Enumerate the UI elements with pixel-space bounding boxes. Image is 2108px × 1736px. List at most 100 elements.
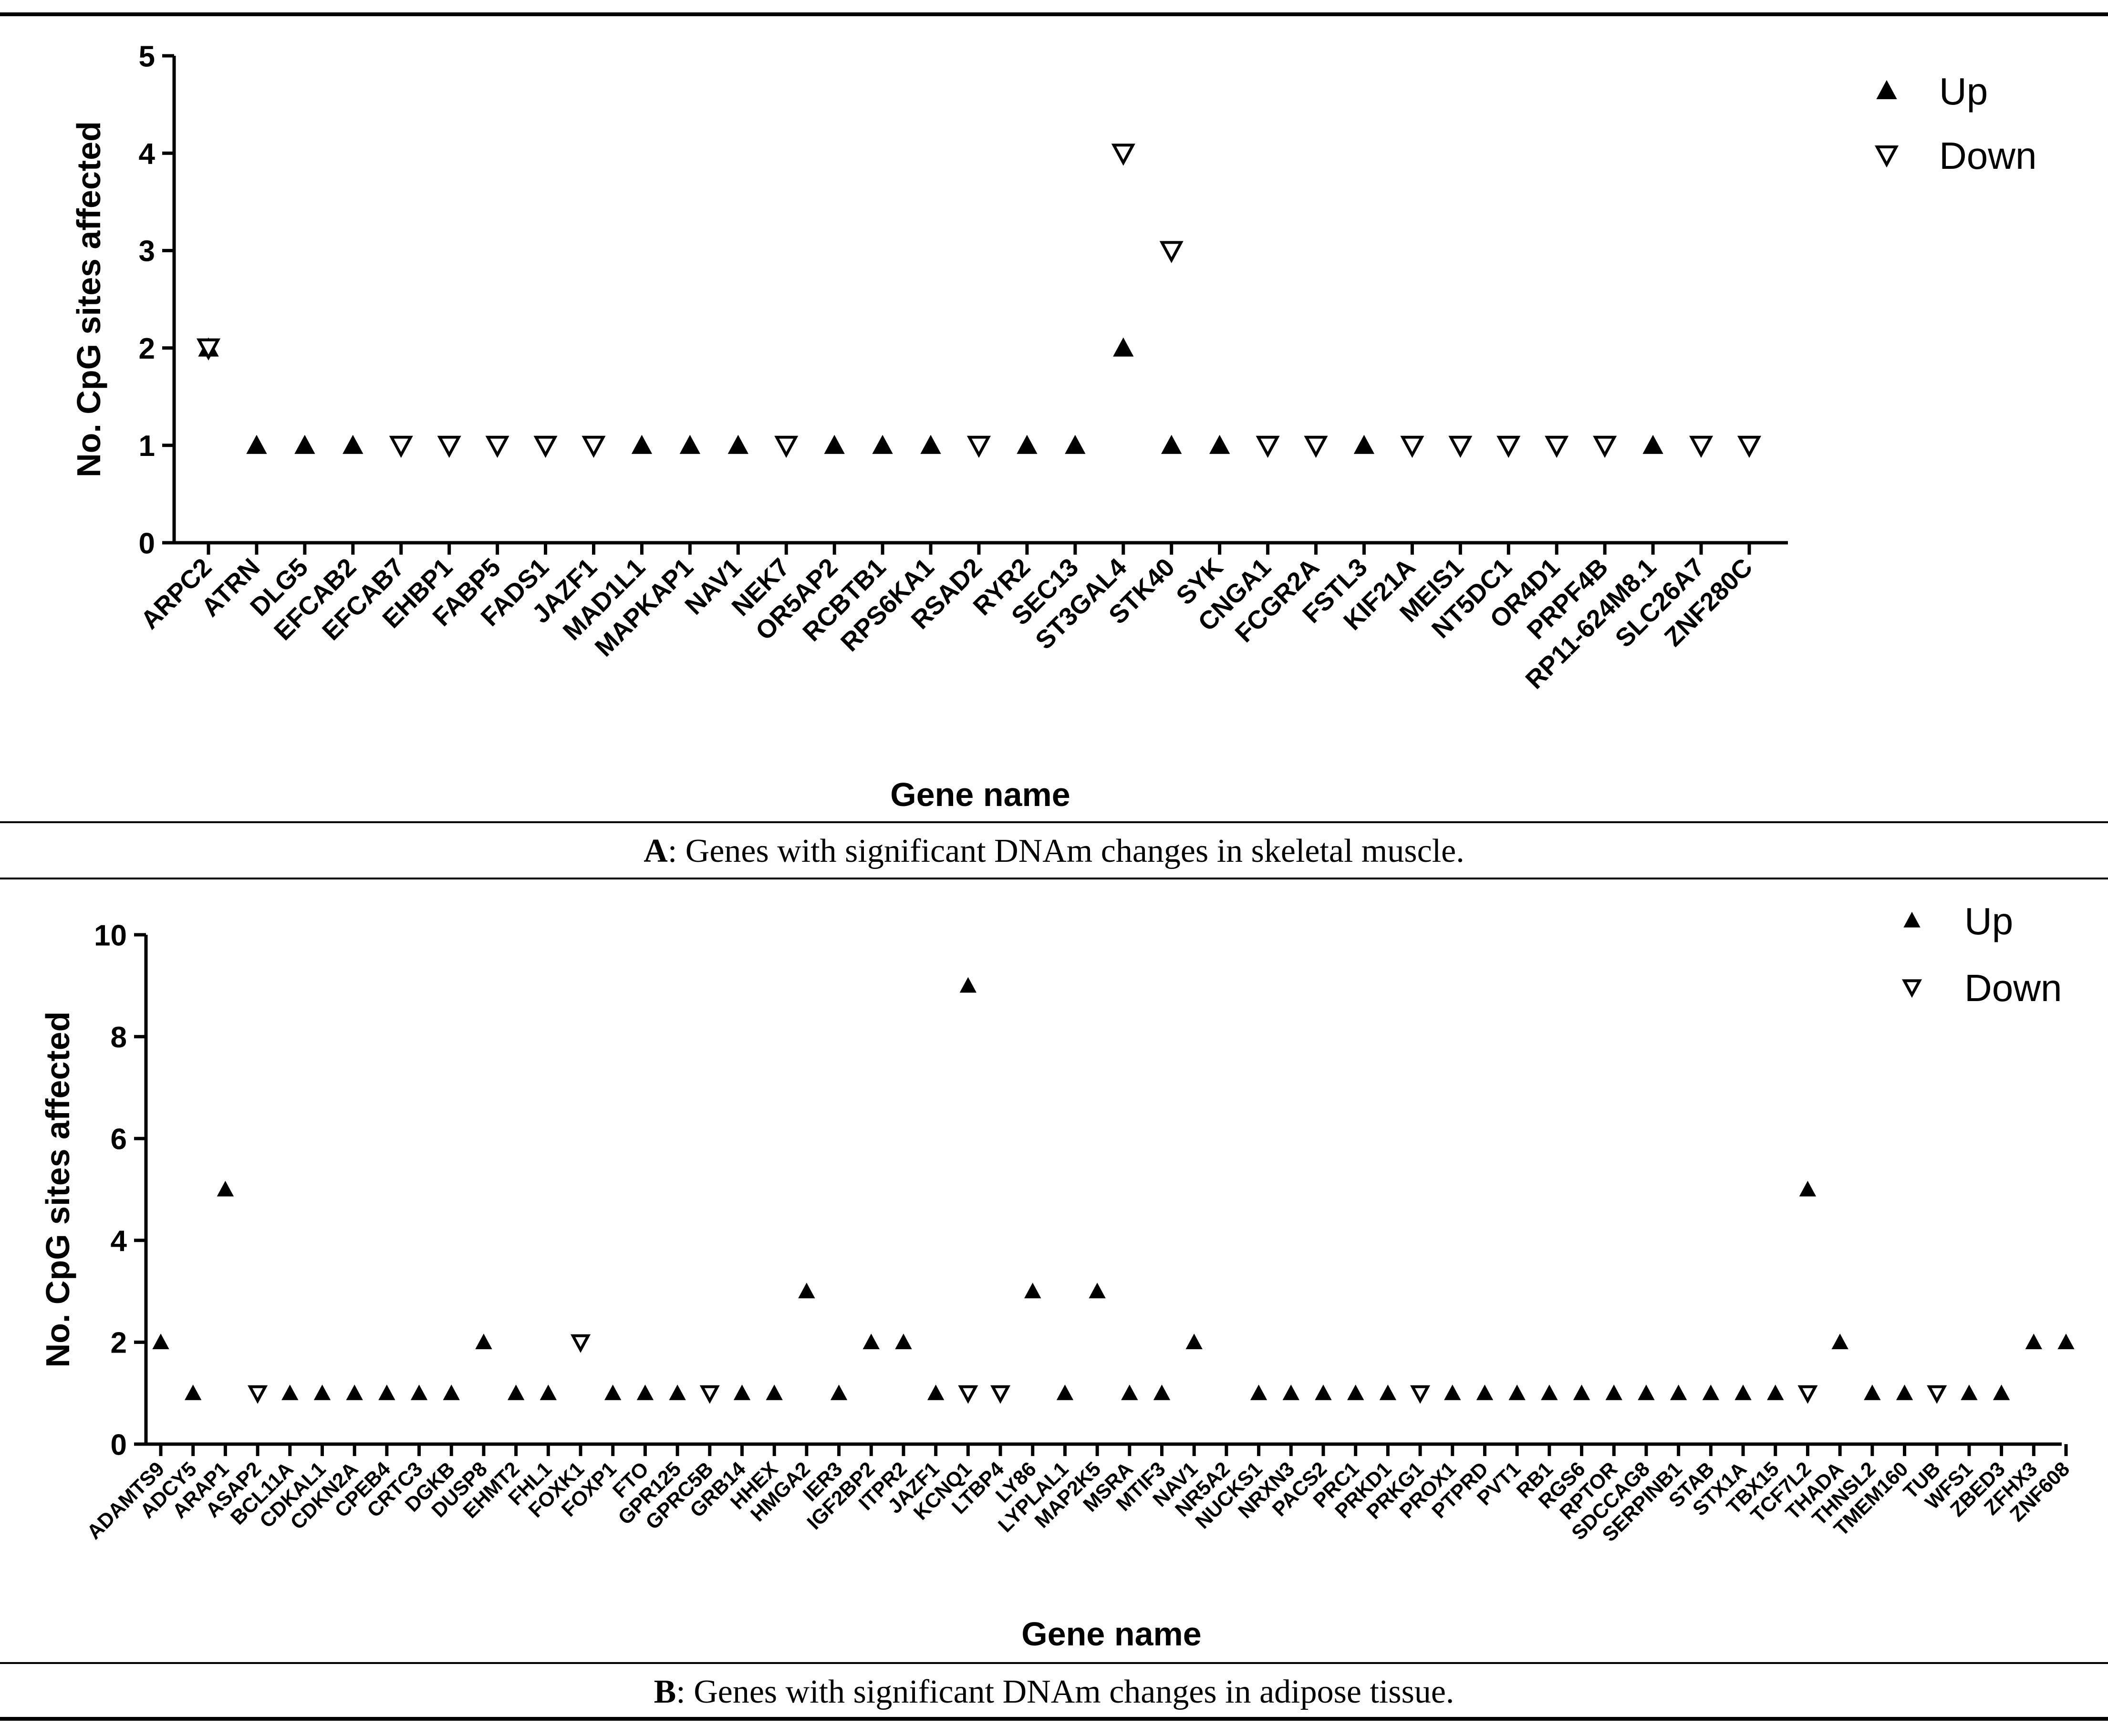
marker-down bbox=[1410, 1385, 1431, 1404]
marker-up bbox=[1153, 1385, 1171, 1400]
marker-up bbox=[1896, 1385, 1913, 1400]
marker-down bbox=[1545, 435, 1569, 458]
marker-up bbox=[378, 1385, 395, 1400]
marker-down bbox=[1927, 1385, 1947, 1404]
marker-up bbox=[1831, 1333, 1848, 1349]
marker-down bbox=[582, 435, 606, 458]
marker-down bbox=[958, 1385, 978, 1404]
y-tick-label: 6 bbox=[111, 1123, 127, 1156]
marker-up bbox=[1379, 1385, 1397, 1400]
marker-up bbox=[830, 1385, 848, 1400]
marker-down bbox=[196, 338, 221, 361]
marker-up bbox=[1065, 434, 1086, 454]
marker-up bbox=[410, 1385, 428, 1400]
marker-up bbox=[1024, 1282, 1041, 1299]
caption-b-text: : Genes with significant DNAm changes in… bbox=[676, 1674, 1454, 1710]
marker-down bbox=[571, 1334, 591, 1353]
marker-up bbox=[1209, 434, 1230, 454]
marker-down bbox=[1159, 241, 1184, 263]
caption-a: A: Genes with significant DNAm changes i… bbox=[0, 832, 2108, 870]
marker-up bbox=[1113, 337, 1134, 357]
marker-up bbox=[246, 434, 267, 454]
marker-down bbox=[1400, 435, 1424, 458]
marker-up bbox=[1508, 1385, 1526, 1400]
marker-up bbox=[927, 1385, 945, 1400]
legend-label: Up bbox=[1939, 70, 1988, 113]
marker-up bbox=[1541, 1385, 1558, 1400]
marker-up bbox=[1642, 434, 1663, 454]
marker-up bbox=[475, 1333, 492, 1349]
marker-up bbox=[1702, 1385, 1720, 1400]
marker-up bbox=[1353, 434, 1375, 454]
marker-down bbox=[1256, 435, 1280, 458]
caption-a-label: A bbox=[644, 833, 668, 869]
y-tick-label: 0 bbox=[111, 1428, 127, 1461]
panel-a-rule-bottom bbox=[0, 878, 2108, 879]
y-tick-label: 0 bbox=[139, 527, 155, 560]
marker-down bbox=[1689, 435, 1713, 458]
marker-up bbox=[1089, 1282, 1106, 1299]
marker-up bbox=[895, 1333, 912, 1349]
marker-up bbox=[872, 434, 893, 454]
x-axis-title: Gene name bbox=[1021, 1615, 1201, 1653]
marker-down bbox=[1448, 435, 1473, 458]
marker-up bbox=[1347, 1385, 1364, 1400]
marker-up bbox=[862, 1333, 880, 1349]
marker-up bbox=[1864, 1385, 1881, 1400]
x-axis-title: Gene name bbox=[890, 776, 1070, 813]
y-tick-label: 2 bbox=[139, 332, 155, 365]
marker-up bbox=[1670, 1385, 1687, 1400]
marker-up bbox=[1799, 1180, 1817, 1197]
y-tick-label: 4 bbox=[139, 138, 156, 171]
marker-up bbox=[679, 434, 701, 454]
y-tick-label: 2 bbox=[111, 1327, 127, 1360]
marker-down bbox=[437, 435, 461, 458]
y-tick-label: 4 bbox=[111, 1225, 127, 1258]
marker-down bbox=[1593, 435, 1617, 458]
marker-up bbox=[1121, 1385, 1138, 1400]
marker-up bbox=[1734, 1385, 1752, 1400]
marker-up bbox=[604, 1385, 622, 1400]
legend-label: Down bbox=[1939, 134, 2037, 177]
marker-up bbox=[217, 1180, 234, 1197]
legend-label: Down bbox=[1964, 967, 2062, 1009]
legend-marker-down bbox=[1874, 145, 1899, 168]
marker-up bbox=[1444, 1385, 1461, 1400]
y-axis-title: No. CpG sites affected bbox=[39, 1012, 76, 1368]
marker-up bbox=[1315, 1385, 1332, 1400]
y-tick-label: 3 bbox=[139, 235, 155, 268]
top-rule bbox=[0, 12, 2108, 16]
panel-a-rule-top bbox=[0, 821, 2108, 823]
caption-b-label: B bbox=[654, 1674, 676, 1710]
marker-up bbox=[920, 434, 941, 454]
caption-b: B: Genes with significant DNAm changes i… bbox=[0, 1673, 2108, 1711]
y-tick-label: 10 bbox=[94, 919, 127, 952]
marker-up bbox=[1161, 434, 1182, 454]
marker-up bbox=[2057, 1333, 2075, 1349]
marker-up bbox=[1993, 1385, 2010, 1400]
panel-b-rule-top bbox=[0, 1662, 2108, 1664]
caption-a-text: : Genes with significant DNAm changes in… bbox=[667, 833, 1464, 869]
marker-up bbox=[636, 1385, 654, 1400]
marker-down bbox=[1304, 435, 1328, 458]
marker-up bbox=[1605, 1385, 1622, 1400]
marker-up bbox=[346, 1385, 363, 1400]
marker-up bbox=[1017, 434, 1038, 454]
marker-up bbox=[631, 434, 653, 454]
marker-up bbox=[669, 1385, 686, 1400]
marker-up bbox=[507, 1385, 525, 1400]
y-tick-label: 5 bbox=[139, 40, 155, 73]
marker-up bbox=[185, 1385, 202, 1400]
marker-up bbox=[798, 1282, 815, 1299]
marker-up bbox=[959, 977, 977, 993]
marker-up bbox=[1250, 1385, 1267, 1400]
y-axis-title: No. CpG sites affected bbox=[70, 121, 107, 477]
marker-up bbox=[1476, 1385, 1494, 1400]
marker-down bbox=[774, 435, 799, 458]
marker-up bbox=[313, 1385, 331, 1400]
marker-up bbox=[2025, 1333, 2042, 1349]
marker-up bbox=[1056, 1385, 1074, 1400]
chart-a: 012345ARPC2ATRNDLG5EFCAB2EFCAB7EHBP1FABP… bbox=[70, 40, 2037, 813]
marker-down bbox=[1797, 1385, 1818, 1404]
y-tick-label: 8 bbox=[111, 1021, 127, 1054]
